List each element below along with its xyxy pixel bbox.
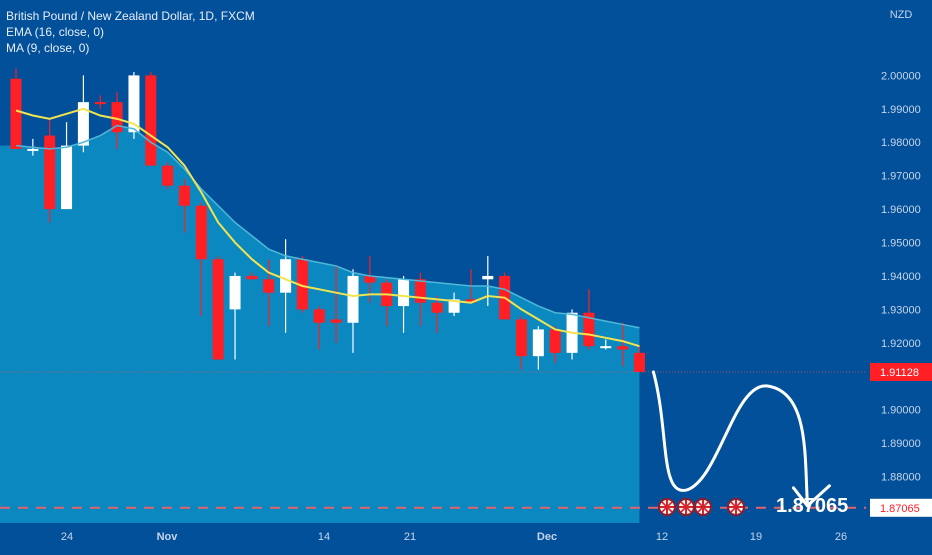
time-tick-label: 26 [835,531,847,543]
time-axis-background [0,523,932,550]
candle-body[interactable] [94,102,106,105]
price-tick-label: 1.97000 [881,171,921,183]
target-price-text: 1.87065 [880,503,920,515]
time-tick-label: Dec [537,531,557,543]
chart-legend: British Pound / New Zealand Dollar, 1D, … [6,8,255,56]
projection-arrow [651,370,809,506]
current-price-text: 1.91128 [880,367,919,379]
candle-body[interactable] [145,75,157,166]
candle-body[interactable] [280,259,292,293]
time-tick-label: 21 [404,531,416,543]
candle-body[interactable] [61,145,73,210]
ema-line [15,107,640,348]
candle-body[interactable] [633,352,645,372]
price-tick-label: 2.00000 [881,70,921,82]
candle-body[interactable] [617,346,629,350]
candle-body[interactable] [313,309,325,323]
uk-flag-icon-bar [660,500,674,514]
candle-body[interactable] [549,329,561,353]
candle-body[interactable] [583,312,595,347]
candle-body[interactable] [44,135,56,210]
candle-body[interactable] [600,346,612,349]
target-price-label: 1.87065 [776,495,848,517]
candle-body[interactable] [27,148,39,151]
price-tick-label: 1.89000 [881,438,921,450]
candle-body[interactable] [10,78,22,149]
candle-body[interactable] [162,165,174,186]
ma-legend: MA (9, close, 0) [6,41,90,55]
price-tick-label: 1.98000 [881,137,921,149]
price-tick-label: 1.96000 [881,204,921,216]
candle-body[interactable] [516,319,527,357]
candle-body[interactable] [229,275,241,310]
candle-body[interactable] [448,299,460,313]
candle-body[interactable] [465,299,477,303]
currency-label: NZD [890,9,913,21]
time-tick-label: 14 [318,531,330,543]
time-tick-label: 24 [61,531,73,543]
price-tick-label: 1.92000 [881,338,921,350]
candle-body[interactable] [263,279,275,293]
candle-body[interactable] [330,319,342,323]
price-tick-label: 1.90000 [881,405,921,417]
candle-body[interactable] [77,102,89,146]
candle-body[interactable] [212,259,224,360]
time-tick-label: 12 [656,531,668,543]
ema-legend: EMA (16, close, 0) [6,25,105,39]
uk-flag-icon-bar [729,500,743,514]
price-tick-label: 1.94000 [881,271,921,283]
target-price-badge [870,498,932,517]
candle-body[interactable] [431,302,443,313]
time-tick-label: Nov [157,531,179,543]
arrow-head [791,484,831,508]
candle-body[interactable] [246,275,258,280]
price-tick-label: 1.88000 [881,472,921,484]
chart-title: British Pound / New Zealand Dollar, 1D, … [6,9,255,23]
uk-flag-icon-bar [696,500,710,514]
price-tick-label: 1.95000 [881,238,921,250]
ma-line [15,124,640,329]
candle-body[interactable] [414,279,426,303]
candle-body[interactable] [296,259,308,310]
time-tick-label: 19 [750,531,762,543]
candle-body[interactable] [398,279,410,307]
candle-body[interactable] [128,75,140,133]
candle-body[interactable] [482,275,494,280]
candle-body[interactable] [364,275,376,283]
price-tick-label: 1.93000 [881,304,921,316]
candle-body[interactable] [532,329,544,357]
candle-body[interactable] [179,185,190,206]
candle-body[interactable] [111,102,123,133]
price-tick-label: 1.99000 [881,104,921,116]
candle-body[interactable] [195,205,207,260]
current-price-badge [870,362,932,381]
uk-flag-icon-bar [679,500,693,514]
candle-body[interactable] [347,275,359,323]
